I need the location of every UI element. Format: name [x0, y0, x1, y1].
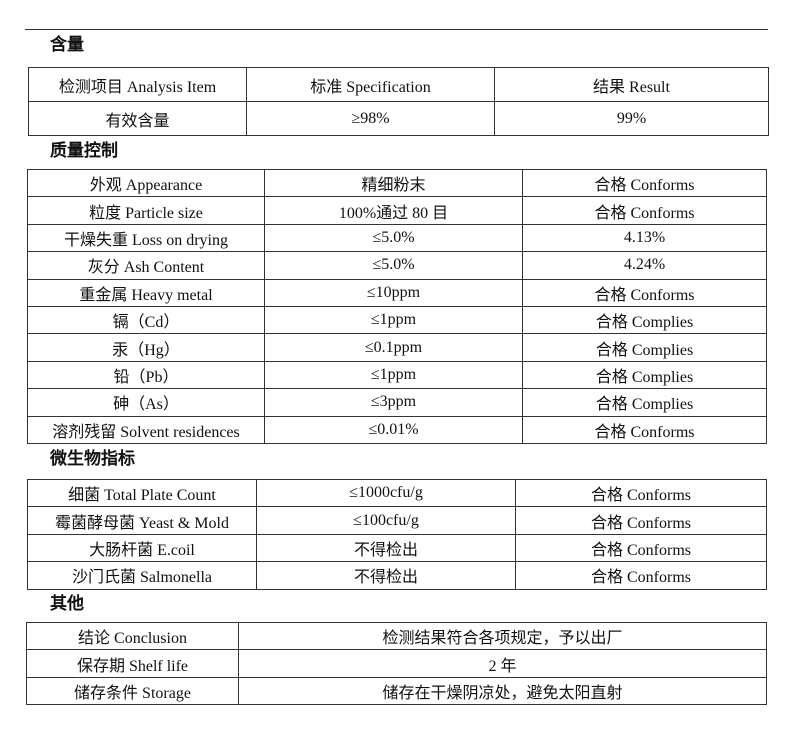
spec-cell: 不得检出: [256, 561, 516, 590]
item-cell: 沙门氏菌 Salmonella: [27, 561, 257, 590]
spec-cell: 2 年: [238, 649, 767, 678]
header-cell: 标准 Specification: [246, 67, 495, 102]
item-cell: 储存条件 Storage: [26, 676, 239, 706]
spec-cell: ≤1000cfu/g: [256, 478, 516, 508]
item-cell: 霉菌酵母菌 Yeast & Mold: [27, 506, 257, 535]
item-cell: 有效含量: [28, 101, 247, 136]
table-row: 保存期 Shelf life 2 年: [26, 649, 767, 678]
table-row: 霉菌酵母菌 Yeast & Mold ≤100cfu/g 合格 Conforms: [27, 506, 767, 535]
section-title-content: 含量: [50, 35, 84, 55]
spec-cell: 100%通过 80 目: [264, 196, 523, 225]
item-cell: 砷（As）: [27, 388, 265, 417]
result-cell: 合格 Conforms: [515, 561, 767, 590]
spec-cell: ≤10ppm: [264, 278, 523, 307]
item-cell: 灰分 Ash Content: [27, 251, 265, 280]
table-row: 重金属 Heavy metal ≤10ppm 合格 Conforms: [27, 278, 767, 307]
section-title-micro: 微生物指标: [50, 449, 135, 469]
spec-cell: ≤100cfu/g: [256, 506, 516, 535]
other-table: 结论 Conclusion 检测结果符合各项规定，予以出厂 保存期 Shelf li…: [26, 621, 767, 706]
spec-cell: 储存在干燥阴凉处，避免太阳直射: [238, 676, 767, 706]
top-rule: [25, 29, 768, 30]
result-cell: 合格 Conforms: [522, 415, 767, 444]
table-row: 结论 Conclusion 检测结果符合各项规定，予以出厂: [26, 621, 767, 651]
item-cell: 粒度 Particle size: [27, 196, 265, 225]
result-cell: 合格 Complies: [522, 333, 767, 362]
table-header-row: 检测项目 Analysis Item 标准 Specification 结果 R…: [28, 67, 769, 102]
item-cell: 保存期 Shelf life: [26, 649, 239, 678]
table-row: 细菌 Total Plate Count ≤1000cfu/g 合格 Conform…: [27, 478, 767, 508]
spec-cell: 不得检出: [256, 533, 516, 563]
item-cell: 细菌 Total Plate Count: [27, 478, 257, 508]
header-cell: 检测项目 Analysis Item: [28, 67, 247, 102]
item-cell: 汞（Hg）: [27, 333, 265, 362]
result-cell: 合格 Complies: [522, 360, 767, 390]
item-cell: 重金属 Heavy metal: [27, 278, 265, 307]
spec-cell: ≤1ppm: [264, 305, 523, 335]
table-row: 外观 Appearance 精细粉末 合格 Conforms: [27, 168, 767, 198]
quality-table: 外观 Appearance 精细粉末 合格 Conforms 粒度 Particle …: [27, 168, 767, 444]
item-cell: 铅（Pb）: [27, 360, 265, 390]
table-row: 溶剂残留 Solvent residences ≤0.01% 合格 Conforms: [27, 415, 767, 444]
result-cell: 合格 Complies: [522, 388, 767, 417]
result-cell: 合格 Conforms: [522, 278, 767, 307]
table-row: 汞（Hg） ≤0.1ppm 合格 Complies: [27, 333, 767, 362]
spec-cell: ≤0.1ppm: [264, 333, 523, 362]
table-row: 储存条件 Storage 储存在干燥阴凉处，避免太阳直射: [26, 676, 767, 706]
item-cell: 大肠杆菌 E.coil: [27, 533, 257, 563]
table-row: 砷（As） ≤3ppm 合格 Complies: [27, 388, 767, 417]
micro-table: 细菌 Total Plate Count ≤1000cfu/g 合格 Conform…: [27, 478, 767, 590]
result-cell: 合格 Conforms: [515, 506, 767, 535]
content-table: 检测项目 Analysis Item 标准 Specification 结果 R…: [28, 67, 769, 136]
spec-cell: ≤3ppm: [264, 388, 523, 417]
result-cell: 合格 Complies: [522, 305, 767, 335]
spec-cell: 检测结果符合各项规定，予以出厂: [238, 621, 767, 651]
table-row: 大肠杆菌 E.coil 不得检出 合格 Conforms: [27, 533, 767, 563]
header-cell: 结果 Result: [494, 67, 769, 102]
spec-cell: ≤5.0%: [264, 251, 523, 280]
table-row: 铅（Pb） ≤1ppm 合格 Complies: [27, 360, 767, 390]
result-cell: 合格 Conforms: [515, 478, 767, 508]
result-cell: 4.24%: [522, 251, 767, 280]
spec-cell: ≤5.0%: [264, 223, 523, 253]
table-row: 粒度 Particle size 100%通过 80 目合格 Conforms: [27, 196, 767, 225]
table-row: 沙门氏菌 Salmonella 不得检出 合格 Conforms: [27, 561, 767, 590]
result-cell: 99%: [494, 101, 769, 136]
item-cell: 结论 Conclusion: [26, 621, 239, 651]
section-title-other: 其他: [50, 594, 84, 614]
spec-cell: ≤0.01%: [264, 415, 523, 444]
spec-cell: 精细粉末: [264, 168, 523, 198]
item-cell: 镉（Cd）: [27, 305, 265, 335]
table-row: 灰分 Ash Content ≤5.0% 4.24%: [27, 251, 767, 280]
spec-cell: ≥98%: [246, 101, 495, 136]
table-row: 镉（Cd） ≤1ppm 合格 Complies: [27, 305, 767, 335]
item-cell: 干燥失重 Loss on drying: [27, 223, 265, 253]
result-cell: 合格 Conforms: [522, 196, 767, 225]
table-row: 有效含量 ≥98% 99%: [28, 101, 769, 136]
result-cell: 4.13%: [522, 223, 767, 253]
table-row: 干燥失重 Loss on drying ≤5.0% 4.13%: [27, 223, 767, 253]
spec-cell: ≤1ppm: [264, 360, 523, 390]
item-cell: 溶剂残留 Solvent residences: [27, 415, 265, 444]
result-cell: 合格 Conforms: [515, 533, 767, 563]
result-cell: 合格 Conforms: [522, 168, 767, 198]
item-cell: 外观 Appearance: [27, 168, 265, 198]
section-title-quality: 质量控制: [50, 141, 118, 161]
